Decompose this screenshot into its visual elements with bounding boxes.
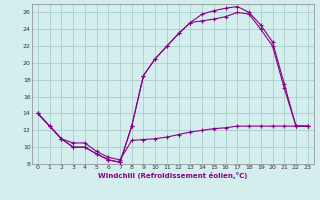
X-axis label: Windchill (Refroidissement éolien,°C): Windchill (Refroidissement éolien,°C) [98, 172, 247, 179]
